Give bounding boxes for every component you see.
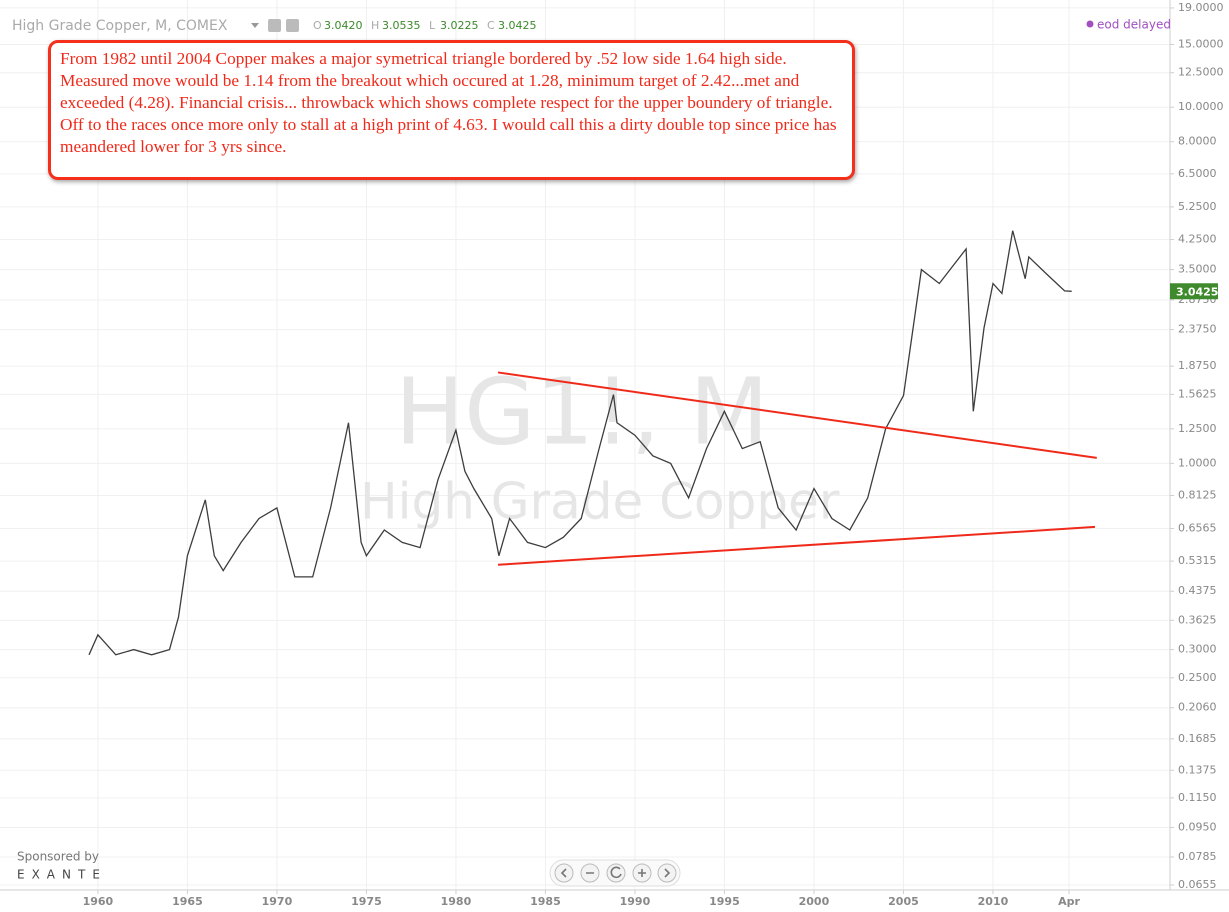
nav-icons [560,868,671,878]
symbol-title[interactable]: High Grade Copper, M, COMEX [12,18,228,34]
hide-icon[interactable] [286,19,299,32]
settings-icon[interactable] [268,19,281,32]
y-tick-label: 6.5000 [1178,167,1217,180]
ohlc-name: C [487,19,495,32]
x-tick-label: 2000 [799,895,830,908]
y-tick-label: 0.6565 [1178,521,1217,534]
y-tick-label: 8.0000 [1178,135,1217,148]
y-tick-label: 0.5315 [1178,554,1217,567]
ohlc-value: 3.0535 [382,19,421,32]
price-line [88,230,1072,656]
trendline [497,525,1096,566]
sponsor-name[interactable]: EXANTE [17,868,107,882]
y-tick-label: 19.0000 [1178,1,1224,14]
scroll-right[interactable] [657,863,677,883]
y-tick-label: 2.3750 [1178,323,1217,336]
reset-icon [610,866,622,879]
y-tick-label: 0.2060 [1178,701,1217,714]
y-tick-label: 0.0655 [1178,878,1217,891]
y-tick-label: 12.5000 [1178,66,1224,79]
y-tick-label: 10.0000 [1178,100,1224,113]
ohlc-value: 3.0420 [324,19,363,32]
status-dot [1086,20,1094,28]
x-tick-label: 1980 [441,895,472,908]
y-tick-label: 0.3625 [1178,613,1217,626]
x-tick-label: 1995 [709,895,740,908]
y-tick-label: 1.5625 [1178,387,1217,400]
y-tick-label: 0.2500 [1178,671,1217,684]
x-tick-label: 1970 [262,895,293,908]
x-tick-label: 1990 [620,895,651,908]
ohlc-name: O [313,19,322,32]
annotation: From 1982 until 2004 Copper makes a majo… [48,40,855,180]
y-tick-label: 5.2500 [1178,200,1217,213]
axes: 19.0000 15.0000 12.5000 10.0000 8.0000 6.5000… [83,1,1224,908]
last-price-badge [1170,283,1218,300]
sponsor-label: Sponsored by [17,850,99,864]
y-tick-label: 0.1685 [1178,732,1217,745]
dropdown-arrow[interactable] [251,23,259,28]
x-tick-label: 1975 [351,895,382,908]
y-tick-label: 4.2500 [1178,233,1217,246]
watermark-name: High Grade Copper [360,473,840,531]
navigation [549,859,681,887]
x-tick-label: 1985 [530,895,561,908]
y-tick-label: 0.8125 [1178,488,1217,501]
ohlc-value: 3.0425 [498,19,537,32]
x-tick-label: 1960 [83,895,114,908]
y-tick-label: 0.4375 [1178,584,1217,597]
y-tick-label: 1.0000 [1178,456,1217,469]
ohlc-name: H [371,19,379,32]
x-tick-label: 2005 [888,895,919,908]
y-tick-label: 1.2500 [1178,422,1217,435]
x-tick-label: Apr [1058,895,1080,908]
ohlc: O 3.0420 H 3.0535 L 3.0225 C 3.0425 [313,19,537,32]
x-tick-label: 1965 [172,895,203,908]
y-tick-label: 15.0000 [1178,37,1224,50]
last-price-label: 3.0425 [1176,285,1218,298]
y-tick-label: 0.0950 [1178,820,1217,833]
y-tick-label: 3.5000 [1178,263,1217,276]
status: eod delayed [1097,18,1171,32]
plot [88,230,1097,656]
y-tick-label: 0.0785 [1178,850,1217,863]
trendline [497,371,1097,459]
ohlc-name: L [429,19,436,32]
y-tick-label: 0.1150 [1178,791,1217,804]
x-tick-label: 2010 [978,895,1009,908]
y-tick-label: 1.8750 [1178,359,1217,372]
y-tick-label: 0.3000 [1178,643,1217,656]
y-tick-label: 0.1375 [1178,763,1217,776]
ohlc-value: 3.0225 [440,19,479,32]
watermark-symbol: HG1!, M [395,358,769,465]
scroll-left[interactable] [554,863,574,883]
